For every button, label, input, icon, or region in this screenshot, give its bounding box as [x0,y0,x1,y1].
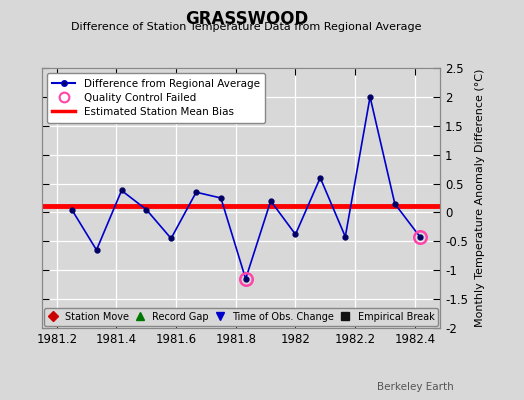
Y-axis label: Monthly Temperature Anomaly Difference (°C): Monthly Temperature Anomaly Difference (… [475,69,485,327]
Text: Difference of Station Temperature Data from Regional Average: Difference of Station Temperature Data f… [71,22,421,32]
Text: GRASSWOOD: GRASSWOOD [184,10,308,28]
Text: Berkeley Earth: Berkeley Earth [377,382,453,392]
Legend: Station Move, Record Gap, Time of Obs. Change, Empirical Break: Station Move, Record Gap, Time of Obs. C… [44,308,438,326]
